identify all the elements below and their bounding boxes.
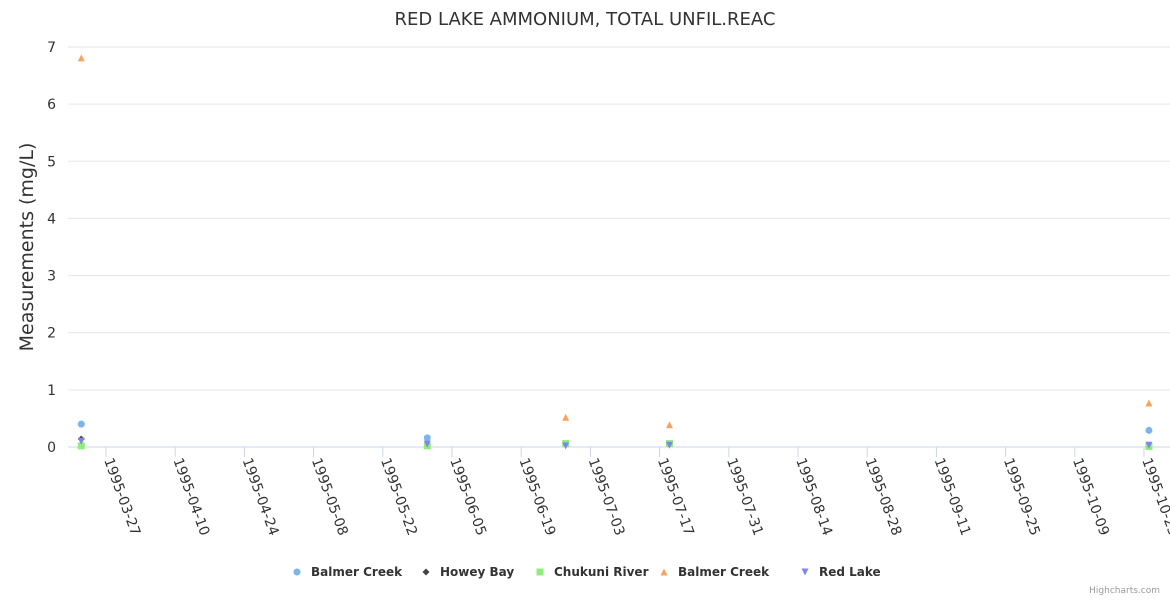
legend-marker-icon [801, 568, 809, 576]
legend-item[interactable]: Balmer Creek [660, 565, 771, 579]
legend-marker-icon [293, 568, 301, 576]
x-tick-label: 1995-10-09 [1069, 456, 1112, 538]
x-tick-label: 1995-08-14 [792, 456, 835, 538]
x-tick-label: 1995-03-27 [100, 456, 143, 538]
data-point [562, 442, 570, 450]
data-point [77, 54, 85, 62]
x-tick-label: 1995-07-03 [585, 456, 628, 538]
legend-item[interactable]: Chukuni River [536, 565, 649, 579]
legend-item[interactable]: Balmer Creek [293, 565, 404, 579]
legend-marker-icon [536, 568, 544, 576]
y-tick-label: 4 [47, 211, 56, 227]
y-tick-label: 6 [47, 97, 56, 113]
x-tick-label: 1995-04-24 [239, 456, 282, 538]
x-tick-label: 1995-06-05 [446, 456, 489, 538]
data-point [665, 421, 673, 429]
x-tick-label: 1995-07-31 [723, 456, 766, 538]
data-point [77, 420, 85, 428]
y-tick-label: 7 [47, 40, 56, 56]
x-tick-label: 1995-04-10 [169, 456, 212, 538]
legend-label: Balmer Creek [678, 565, 770, 579]
x-tick-label: 1995-06-19 [515, 456, 558, 538]
legend-label: Howey Bay [440, 565, 514, 579]
data-point [423, 434, 431, 442]
data-point [1145, 399, 1153, 407]
legend-marker-icon [422, 568, 430, 576]
x-tick-label: 1995-10-23 [1138, 456, 1170, 538]
legend-item[interactable]: Howey Bay [422, 565, 515, 579]
legend-label: Red Lake [819, 565, 881, 579]
data-point [665, 441, 673, 449]
legend-label: Balmer Creek [311, 565, 403, 579]
data-point [1145, 426, 1153, 434]
y-tick-label: 2 [47, 326, 56, 342]
y-tick-label: 3 [47, 269, 56, 285]
data-point [1145, 441, 1153, 449]
y-axis-label: Measurements (mg/L) [16, 143, 38, 352]
x-tick-label: 1995-08-28 [861, 456, 904, 538]
legend-marker-icon [660, 568, 668, 576]
y-tick-label: 5 [47, 154, 56, 170]
legend-item[interactable]: Red Lake [801, 565, 881, 579]
credit-link[interactable]: Highcharts.com [1089, 586, 1160, 596]
x-tick-label: 1995-07-17 [654, 456, 697, 538]
data-point [77, 437, 85, 445]
x-tick-label: 1995-05-22 [377, 456, 420, 538]
x-tick-label: 1995-05-08 [308, 456, 351, 538]
legend-label: Chukuni River [554, 565, 649, 579]
data-point [77, 442, 85, 450]
data-point [423, 440, 431, 448]
x-tick-label: 1995-09-11 [931, 456, 974, 538]
y-tick-label: 1 [47, 383, 56, 399]
x-tick-label: 1995-09-25 [1000, 456, 1043, 538]
y-tick-label: 0 [47, 440, 56, 456]
data-point [562, 413, 570, 421]
chart-title: RED LAKE AMMONIUM, TOTAL UNFIL.REAC [395, 9, 776, 30]
